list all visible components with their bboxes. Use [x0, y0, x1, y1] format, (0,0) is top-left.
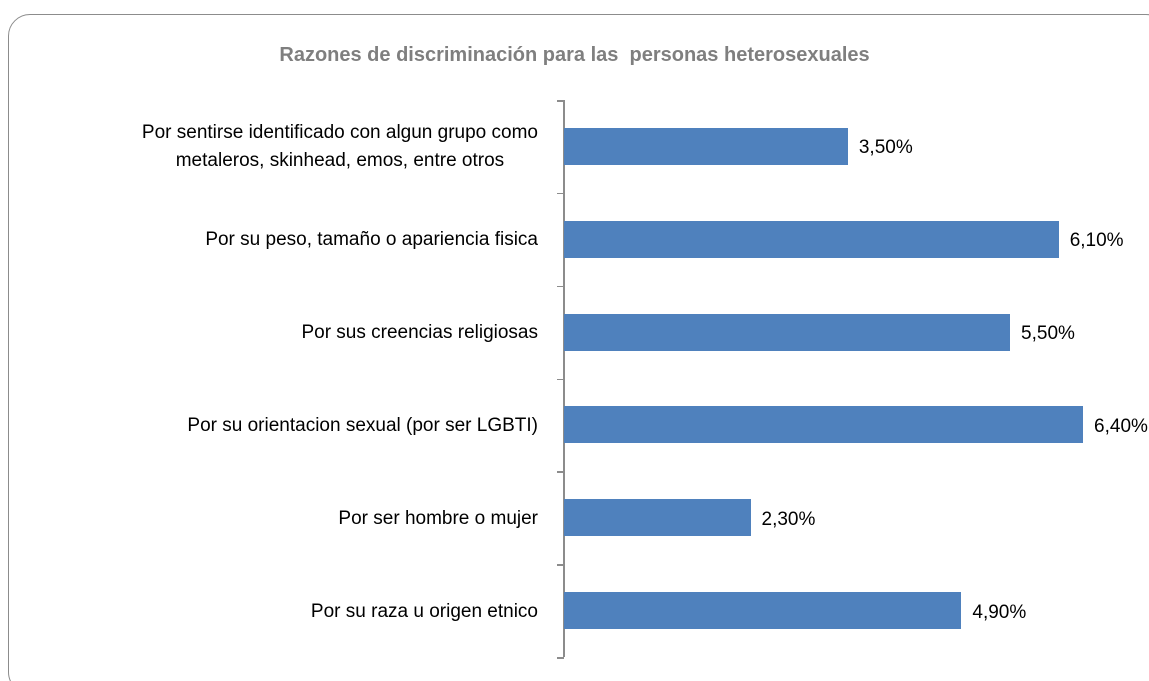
axis-tick: [557, 471, 564, 473]
axis-tick: [557, 192, 564, 195]
axis-tick: [557, 100, 564, 102]
category-label: Por sus creencias religiosas: [301, 322, 538, 344]
data-label: 6,40%: [1094, 415, 1148, 437]
bar: [564, 499, 751, 537]
bar: [564, 592, 962, 630]
axis-tick: [557, 285, 564, 288]
data-label: 6,10%: [1069, 230, 1124, 252]
axis-tick: [557, 564, 564, 566]
category-label: Por ser hombre o mujer: [338, 507, 538, 529]
category-label: Por su orientacion sexual (por ser LGBTI…: [187, 414, 538, 436]
bar: [564, 220, 1059, 258]
data-label: 4,90%: [972, 601, 1027, 623]
category-label: Por sentirse identificado con algun grup…: [141, 122, 538, 172]
data-label: 5,50%: [1021, 323, 1075, 345]
axis-tick: [557, 657, 564, 659]
category-label: Por su raza u origen etnico: [310, 600, 538, 622]
category-label: Por su peso, tamaño o apariencia fisica: [205, 229, 538, 251]
bar: [564, 127, 848, 165]
chart-title: Razones de discriminación para las perso…: [279, 44, 870, 66]
bar: [564, 406, 1084, 444]
chart-frame: [8, 14, 1149, 681]
axis-tick: [557, 378, 564, 380]
bar: [564, 313, 1011, 351]
data-label: 3,50%: [858, 137, 913, 159]
data-label: 2,30%: [761, 508, 816, 530]
